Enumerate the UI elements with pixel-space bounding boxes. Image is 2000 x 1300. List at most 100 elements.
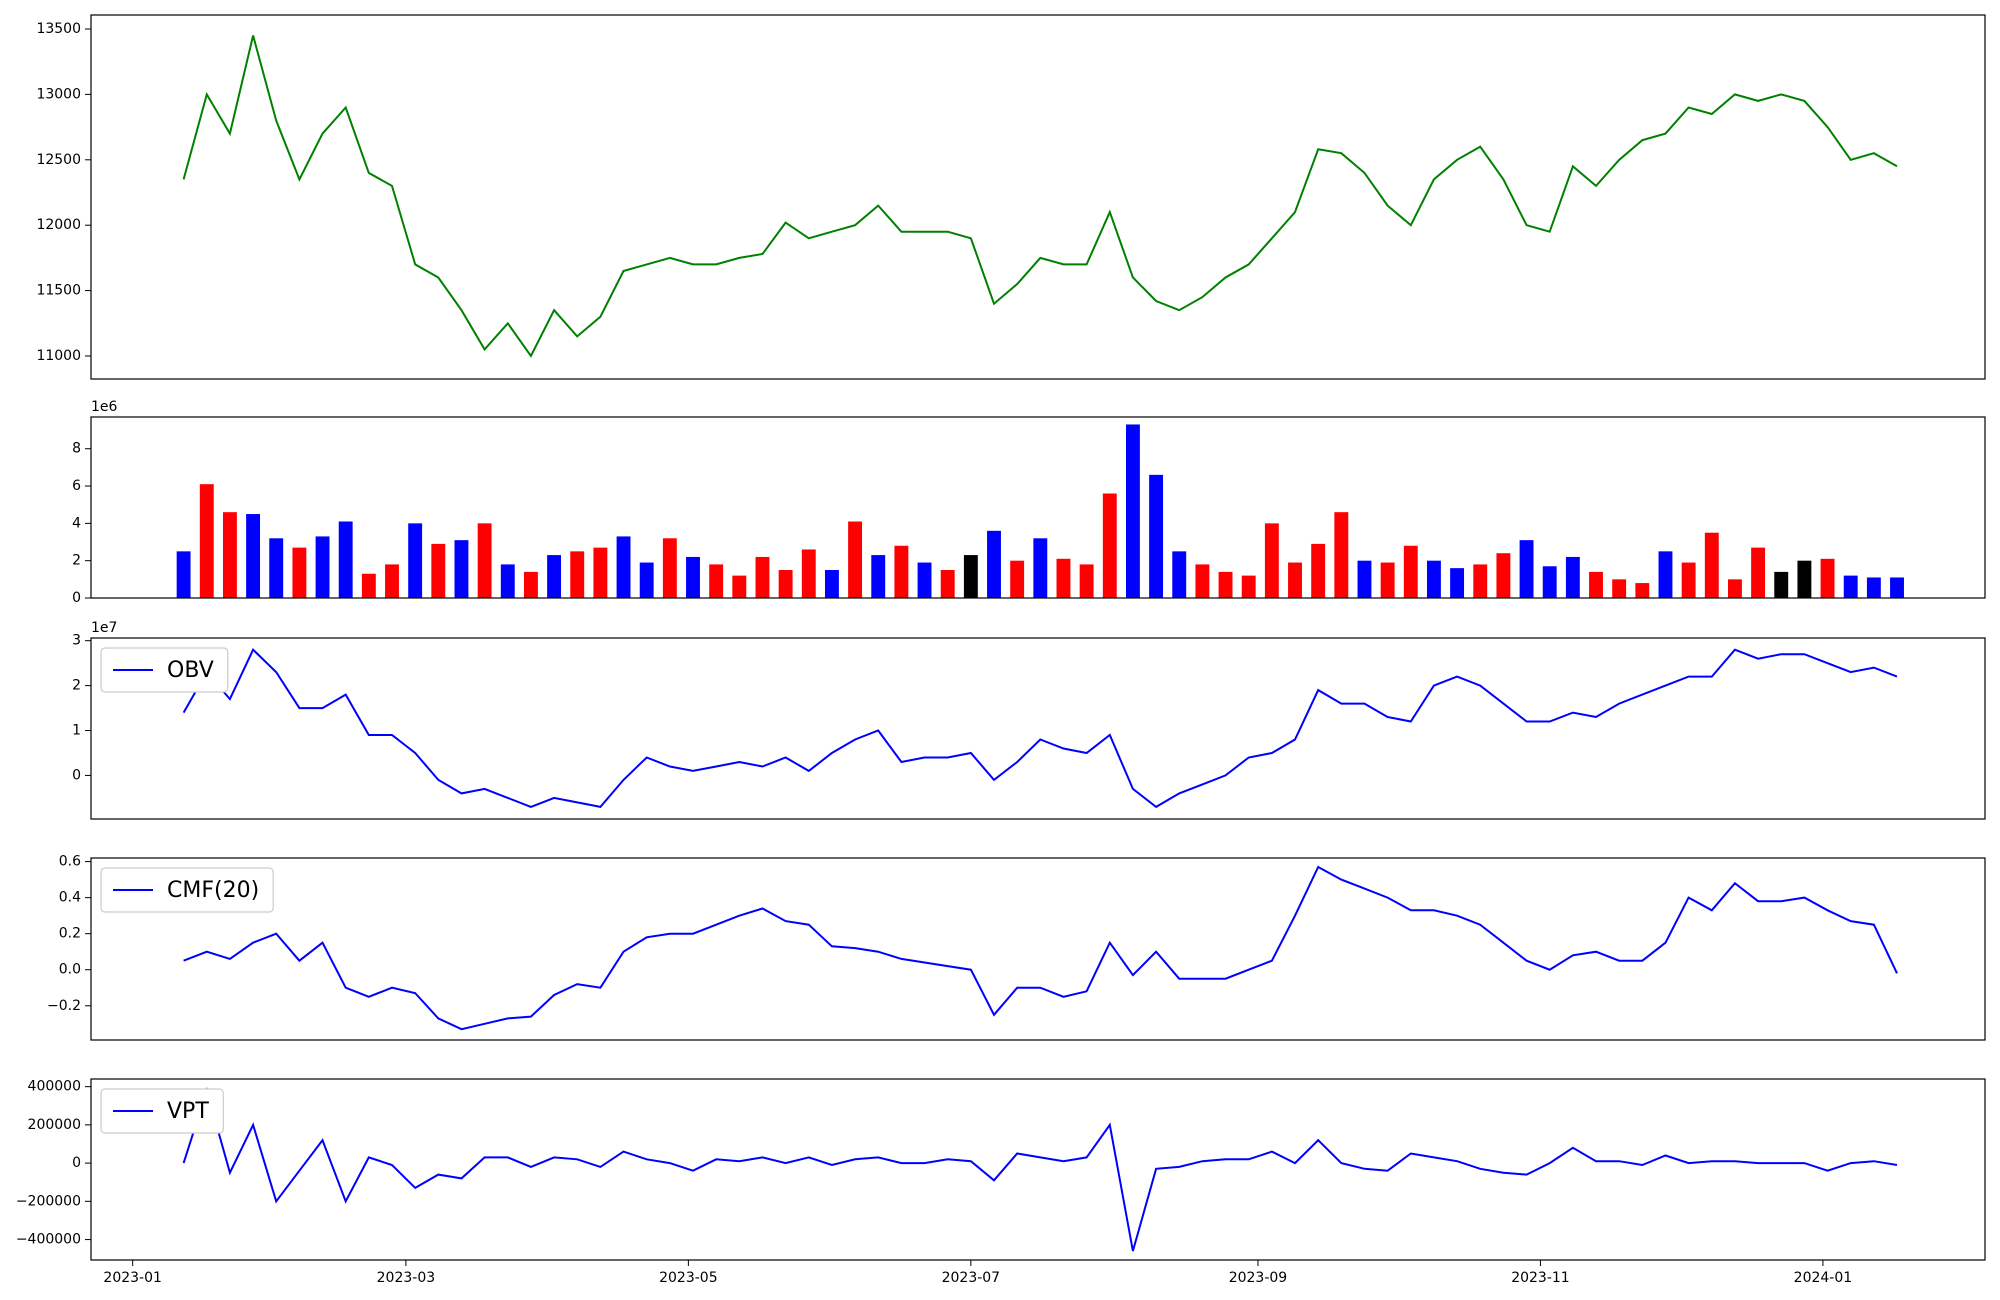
bar [963,555,978,598]
bar [1681,562,1696,598]
bar [1843,575,1858,598]
y-tick-label: 0 [72,590,81,606]
panel-frame [90,14,1986,380]
bar [894,545,909,598]
bar [269,538,284,598]
bar [1635,583,1650,598]
x-tick-label: 2023-07 [942,1270,1001,1286]
bar [1866,577,1881,598]
y-tick-label: −0.2 [47,998,81,1014]
legend-box [100,867,274,913]
bar [1774,571,1789,598]
panel-frame [90,1078,1986,1261]
line [182,35,1898,358]
bar [454,540,469,598]
offset-label: 1e7 [91,620,117,636]
line [183,865,1898,1031]
bar [1079,564,1094,598]
y-tick-label: −200000 [16,1193,81,1209]
bar [593,547,608,598]
bar [1797,560,1812,598]
bar [1311,543,1326,598]
bar [1125,424,1140,598]
panel-frame [90,857,1986,1041]
line [182,648,1898,809]
bar [408,523,423,598]
x-tick-label: 2023-11 [1511,1270,1570,1286]
bar [1542,566,1557,598]
x-tick-label: 2024-01 [1794,1270,1853,1286]
y-tick-label: 12000 [36,217,81,233]
y-tick-label: −400000 [16,1232,81,1248]
bar [801,549,816,598]
bar [1334,512,1349,598]
line [182,1087,1898,1252]
bar [639,562,654,598]
bar [1589,571,1603,598]
bar [616,536,631,598]
bar [1426,560,1441,598]
bar [824,570,839,598]
bar [1704,532,1719,598]
y-tick-label: 0 [72,1155,81,1171]
bar [1033,538,1048,598]
y-tick-label: 0.4 [59,890,81,906]
bar [1890,577,1904,598]
bar [1102,493,1117,598]
bar [1149,474,1164,598]
bar [1612,579,1627,598]
bar [1727,579,1742,598]
y-tick-label: 6 [72,478,81,494]
y-tick-label: 0.6 [59,854,81,870]
bar [1473,564,1488,598]
bar [1288,562,1302,598]
bar [500,564,515,598]
offset-label: 1e6 [91,399,118,415]
legend-label: OBV [167,658,214,683]
bar [778,570,793,598]
bar [848,521,863,598]
bar [1519,540,1534,598]
y-tick-label: 0.2 [59,926,81,942]
panel-frame [90,416,1986,599]
y-tick-label: 200000 [28,1117,81,1133]
y-tick-label: 13500 [36,21,81,37]
bar [246,514,261,598]
legend-label: VPT [167,1099,209,1124]
bar [755,556,770,598]
panel-frame [90,637,1986,820]
y-tick-label: 3 [72,633,81,649]
bar [987,530,1001,598]
bar [1380,562,1395,598]
x-tick-label: 2023-03 [377,1270,436,1286]
y-tick-label: 400000 [28,1079,81,1095]
bar [1820,558,1835,598]
legend-box [100,1088,224,1134]
bar [1496,553,1511,598]
bar [176,551,191,598]
y-tick-label: 13000 [36,86,81,102]
bar [431,543,446,598]
bar [1658,551,1673,598]
bar [686,556,700,598]
bar [477,523,492,598]
y-tick-label: 11000 [36,348,81,364]
bar [940,570,955,598]
bar [199,484,214,598]
bar [570,551,585,598]
bar [1751,547,1766,598]
x-tick-label: 2023-05 [659,1270,718,1286]
bar [361,573,376,598]
bar [1450,568,1465,598]
bar [871,555,886,598]
bar [1357,560,1372,598]
y-tick-label: 0 [72,767,81,783]
y-tick-label: 11500 [36,283,81,299]
bar [1218,571,1233,598]
bar [315,536,330,598]
bar [222,512,237,598]
bar [1010,560,1025,598]
